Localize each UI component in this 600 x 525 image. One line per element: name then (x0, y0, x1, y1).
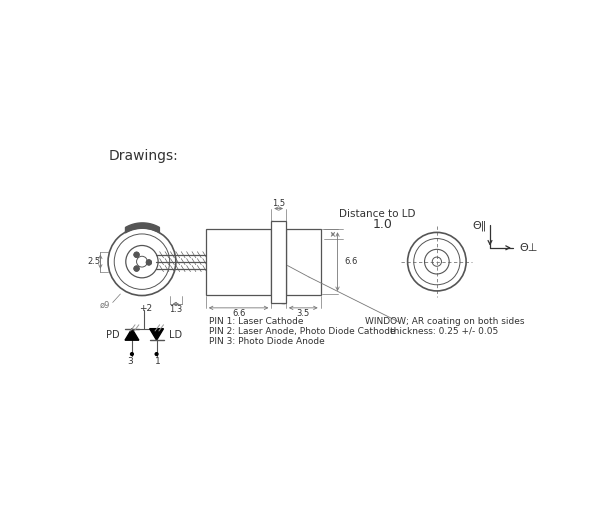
Text: Θ‖: Θ‖ (472, 221, 486, 232)
Text: 1.0: 1.0 (373, 218, 393, 231)
Circle shape (134, 266, 139, 271)
Text: 6.6: 6.6 (232, 309, 245, 318)
Circle shape (134, 252, 139, 257)
Polygon shape (149, 329, 164, 340)
Text: thickness: 0.25 +/- 0.05: thickness: 0.25 +/- 0.05 (391, 327, 499, 335)
Text: 3: 3 (128, 357, 133, 366)
Text: Distance to LD: Distance to LD (338, 209, 415, 219)
Bar (286, 229, 320, 295)
Text: 1.5: 1.5 (272, 198, 285, 208)
Text: PD: PD (106, 330, 119, 340)
Text: LD: LD (169, 330, 182, 340)
Circle shape (131, 353, 133, 355)
Text: 1.3: 1.3 (169, 305, 182, 314)
Text: ø9: ø9 (100, 301, 110, 310)
Text: 1: 1 (155, 357, 161, 366)
Bar (206, 229, 271, 295)
Text: Θ⊥: Θ⊥ (519, 243, 538, 253)
Text: +2: +2 (139, 304, 152, 313)
Text: PIN 2: Laser Anode, Photo Diode Cathode: PIN 2: Laser Anode, Photo Diode Cathode (209, 327, 395, 336)
Polygon shape (125, 329, 139, 340)
Text: 6.6: 6.6 (344, 257, 358, 266)
Circle shape (155, 353, 158, 355)
Bar (271, 221, 286, 303)
Text: PIN 1: Laser Cathode: PIN 1: Laser Cathode (209, 317, 304, 326)
Circle shape (146, 260, 152, 265)
Text: 3.5: 3.5 (296, 309, 310, 318)
Text: WINDOW; AR coating on both sides: WINDOW; AR coating on both sides (365, 317, 524, 326)
Text: Drawings:: Drawings: (109, 149, 179, 163)
Text: 2.5: 2.5 (88, 257, 101, 266)
Text: PIN 3: Photo Diode Anode: PIN 3: Photo Diode Anode (209, 337, 325, 346)
